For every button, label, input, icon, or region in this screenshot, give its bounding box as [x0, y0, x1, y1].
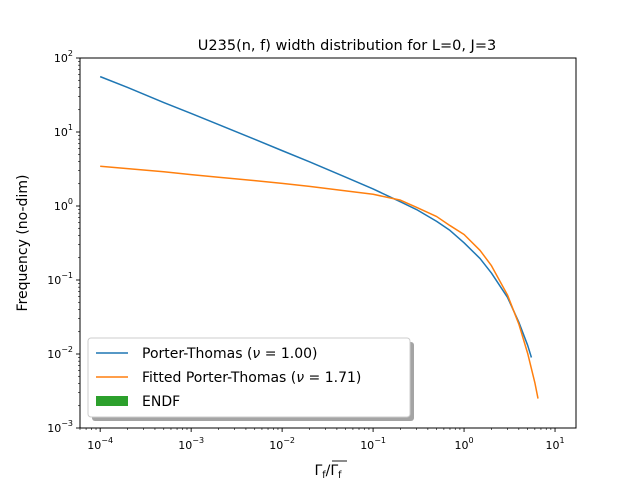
chart-title: U235(n, f) width distribution for L=0, J… — [198, 38, 496, 54]
y-tick-label-3: 100 — [54, 197, 73, 213]
plot-frame — [79, 57, 577, 429]
legend: Porter-Thomas (ν = 1.00) Fitted Porter-Th… — [87, 337, 414, 421]
y-axis-label: Frequency (no-dim) — [15, 175, 31, 312]
legend-label-1: Fitted Porter-Thomas (ν = 1.71) — [142, 370, 361, 386]
y-tick-label-1: 10−2 — [47, 345, 73, 361]
x-axis-ticks: 10−4 10−3 10−2 10−1 100 101 — [79, 428, 565, 452]
x-tick-label-5: 101 — [545, 436, 564, 452]
legend-swatch-2 — [96, 396, 128, 406]
x-tick-label-4: 100 — [455, 436, 474, 452]
series-line-0 — [99, 75, 533, 358]
series-layer — [99, 75, 539, 399]
y-tick-label-4: 101 — [54, 123, 73, 139]
svg-text:Γf/Γf: Γf/Γf — [314, 463, 342, 480]
y-tick-label-2: 10−1 — [47, 271, 73, 287]
x-tick-label-1: 10−3 — [178, 436, 204, 452]
y-axis-ticks: 10−3 10−2 10−1 100 101 102 — [47, 49, 80, 435]
x-tick-label-0: 10−4 — [87, 436, 113, 452]
y-tick-label-5: 102 — [54, 49, 73, 65]
x-axis-label: Γf/Γf — [314, 460, 347, 480]
x-tick-label-2: 10−2 — [269, 436, 295, 452]
legend-label-2: ENDF — [142, 394, 180, 410]
legend-label-0: Porter-Thomas (ν = 1.00) — [142, 346, 318, 362]
x-tick-label-3: 10−1 — [360, 436, 386, 452]
series-line-1 — [100, 165, 539, 399]
y-tick-label-0: 10−3 — [47, 419, 73, 435]
